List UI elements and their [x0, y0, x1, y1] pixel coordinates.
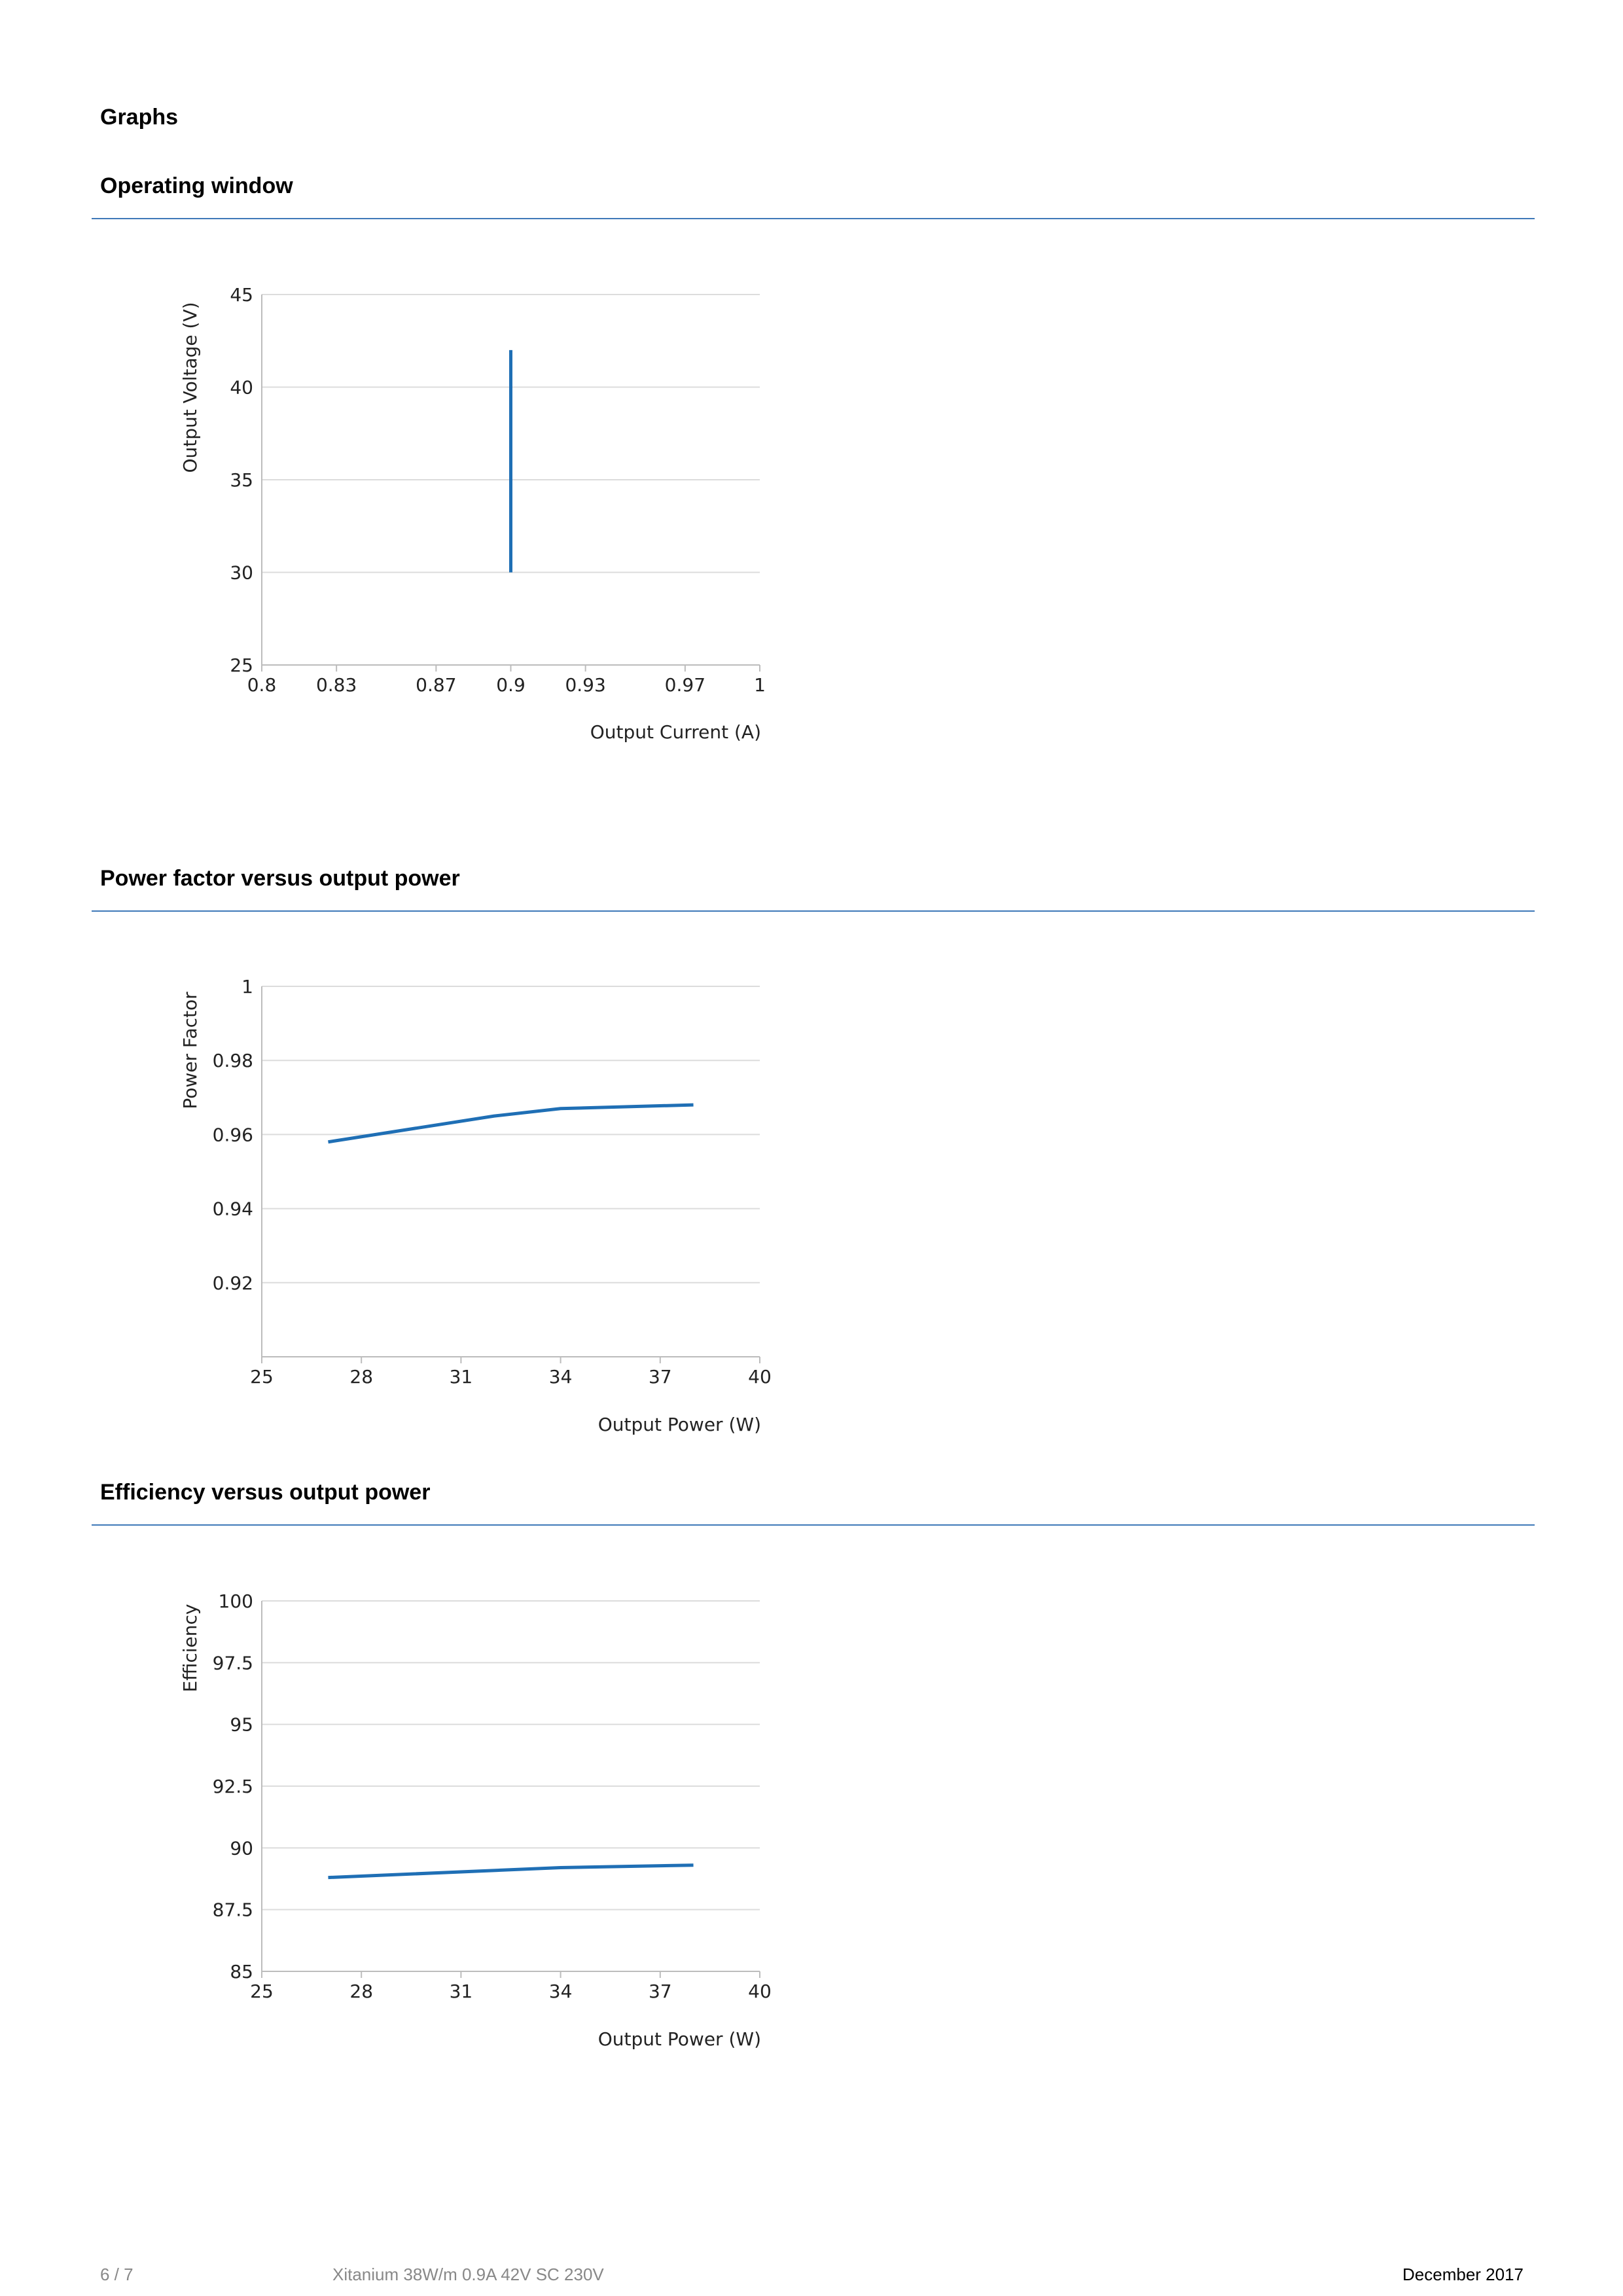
- section-title: Power factor versus output power: [100, 866, 460, 891]
- page-heading: Graphs: [100, 105, 179, 130]
- section-divider: [92, 910, 1535, 912]
- section-divider: [92, 218, 1535, 219]
- section-efficiency: Efficiency versus output power: [92, 1480, 1535, 2069]
- section-title: Operating window: [100, 173, 293, 198]
- footer-page-number: 6 / 7: [100, 2265, 134, 2284]
- section-divider: [92, 1524, 1535, 1526]
- section-title: Efficiency versus output power: [100, 1480, 431, 1505]
- footer-product-name: Xitanium 38W/m 0.9A 42V SC 230V: [332, 2265, 604, 2284]
- section-operating-window: Operating window: [92, 173, 1535, 762]
- section-power-factor: Power factor versus output power: [92, 866, 1535, 1455]
- footer-date: December 2017: [1402, 2265, 1524, 2284]
